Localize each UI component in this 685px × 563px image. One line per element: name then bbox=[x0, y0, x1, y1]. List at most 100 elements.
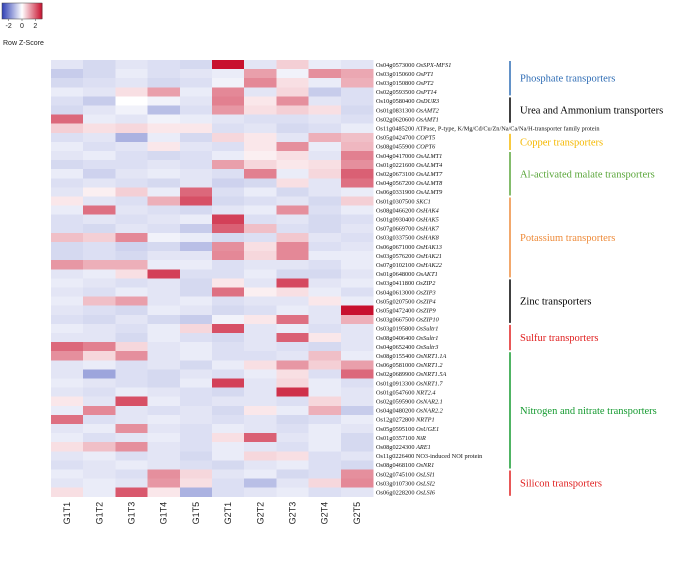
heatmap-cell bbox=[244, 96, 277, 106]
heatmap-cell bbox=[308, 87, 342, 97]
heatmap-cell bbox=[276, 132, 309, 143]
row-label-gene: OsHAK13 bbox=[416, 244, 442, 251]
heatmap-cell bbox=[147, 132, 181, 143]
heatmap-cell bbox=[115, 123, 148, 134]
heatmap-cell bbox=[115, 424, 148, 434]
heatmap-cell bbox=[147, 387, 181, 398]
column-label: G2T1 bbox=[223, 502, 233, 525]
heatmap-cell bbox=[51, 196, 84, 206]
color-key-step bbox=[9, 3, 11, 19]
heatmap-cell bbox=[276, 478, 309, 489]
heatmap-cell bbox=[147, 160, 181, 170]
heatmap-cell bbox=[212, 60, 245, 70]
heatmap-cell bbox=[147, 69, 181, 79]
heatmap-cell bbox=[276, 424, 309, 434]
color-key-step bbox=[21, 3, 23, 19]
row-label-id: Os03g0411800 bbox=[376, 280, 416, 287]
heatmap-cell bbox=[51, 251, 84, 261]
row-label-id: Os03g0667500 bbox=[376, 317, 416, 324]
heatmap-cell bbox=[340, 105, 374, 115]
heatmap-cell bbox=[115, 60, 148, 70]
heatmap-cell bbox=[147, 323, 181, 334]
heatmap-cell bbox=[115, 78, 148, 88]
heatmap-cell bbox=[83, 487, 116, 498]
heatmap-cell bbox=[83, 287, 116, 297]
heatmap-cell bbox=[308, 69, 342, 79]
heatmap-cell bbox=[115, 460, 148, 470]
heatmap-cell bbox=[340, 305, 374, 316]
row-label-gene: OsUGE1 bbox=[416, 426, 439, 433]
color-key-step bbox=[15, 3, 17, 19]
heatmap-cell bbox=[244, 333, 277, 343]
color-key-step bbox=[38, 3, 40, 19]
heatmap-cell bbox=[340, 96, 374, 106]
heatmap-cell bbox=[340, 387, 374, 398]
heatmap-cell bbox=[244, 342, 277, 352]
row-label: Os11g0485200 ATPase, P-type, K/Mg/Cd/Cu/… bbox=[376, 126, 600, 133]
group-label: Urea and Ammonium transporters bbox=[520, 106, 663, 117]
heatmap-cell bbox=[179, 387, 213, 398]
heatmap-cell bbox=[115, 487, 148, 498]
heatmap-cell bbox=[51, 132, 84, 143]
column-label: G2T5 bbox=[352, 502, 362, 525]
heatmap-cell bbox=[212, 369, 245, 379]
heatmap-cell bbox=[51, 287, 84, 297]
heatmap-cell bbox=[115, 433, 148, 443]
group-label: Copper transporters bbox=[520, 137, 603, 148]
heatmap-cell bbox=[308, 342, 342, 352]
heatmap-cell bbox=[147, 424, 181, 434]
heatmap-cell bbox=[212, 305, 245, 316]
heatmap-cell bbox=[115, 223, 148, 234]
row-label-gene: OsZIP3 bbox=[416, 289, 436, 296]
heatmap-cell bbox=[212, 178, 245, 188]
heatmap-cell bbox=[115, 342, 148, 352]
heatmap-cell bbox=[276, 342, 309, 352]
color-key-step bbox=[16, 3, 18, 19]
heatmap-cell bbox=[276, 232, 309, 243]
heatmap-cell bbox=[276, 333, 309, 343]
heatmap-cell bbox=[147, 369, 181, 379]
heatmap-cell bbox=[212, 424, 245, 434]
row-label-id: Os03g0337500 bbox=[376, 235, 416, 242]
color-key-step bbox=[26, 3, 28, 19]
heatmap-cell bbox=[244, 242, 277, 252]
heatmap-cell bbox=[212, 342, 245, 352]
row-label: Os04g0613000 OsZIP3 bbox=[376, 289, 436, 296]
row-label-gene: OsNRT1.5A bbox=[416, 371, 446, 378]
color-key-tick-label: -2 bbox=[6, 23, 12, 30]
heatmap-cell bbox=[244, 269, 277, 279]
color-key-step bbox=[3, 3, 5, 19]
heatmap-cell bbox=[147, 287, 181, 297]
heatmap-cell bbox=[244, 460, 277, 470]
heatmap-cell bbox=[340, 60, 374, 70]
heatmap-cell bbox=[83, 169, 116, 179]
heatmap-cell bbox=[115, 196, 148, 206]
heatmap-cell bbox=[308, 369, 342, 379]
color-key-step bbox=[18, 3, 20, 19]
row-label-id: Os03g0576200 bbox=[376, 253, 416, 260]
row-label-id: Os02g0673100 bbox=[376, 171, 416, 178]
heatmap-cell bbox=[115, 205, 148, 216]
heatmap-cell bbox=[340, 269, 374, 279]
heatmap-cell bbox=[179, 269, 213, 279]
row-label-id: Os04g0567200 bbox=[376, 180, 416, 187]
heatmap-cell bbox=[340, 78, 374, 88]
row-label-id: Os05g0472400 bbox=[376, 308, 416, 315]
heatmap-cell bbox=[308, 123, 342, 134]
heatmap-cell bbox=[115, 260, 148, 270]
heatmap-cell bbox=[308, 460, 342, 470]
heatmap-cell bbox=[83, 105, 116, 115]
heatmap-cell bbox=[51, 242, 84, 252]
heatmap-cell bbox=[340, 123, 374, 134]
heatmap-cell bbox=[115, 405, 148, 416]
row-label-gene: OsPT2 bbox=[416, 80, 434, 87]
heatmap-cell bbox=[83, 123, 116, 134]
row-label-id: Os05g0595100 bbox=[376, 426, 416, 433]
heatmap-cell bbox=[147, 478, 181, 489]
heatmap-cell bbox=[179, 96, 213, 106]
heatmap-cell bbox=[212, 214, 245, 225]
color-key-step bbox=[37, 3, 39, 19]
row-label-id: Os01g0547600 bbox=[376, 389, 416, 396]
row-label-gene: OsALMT8 bbox=[416, 180, 443, 187]
